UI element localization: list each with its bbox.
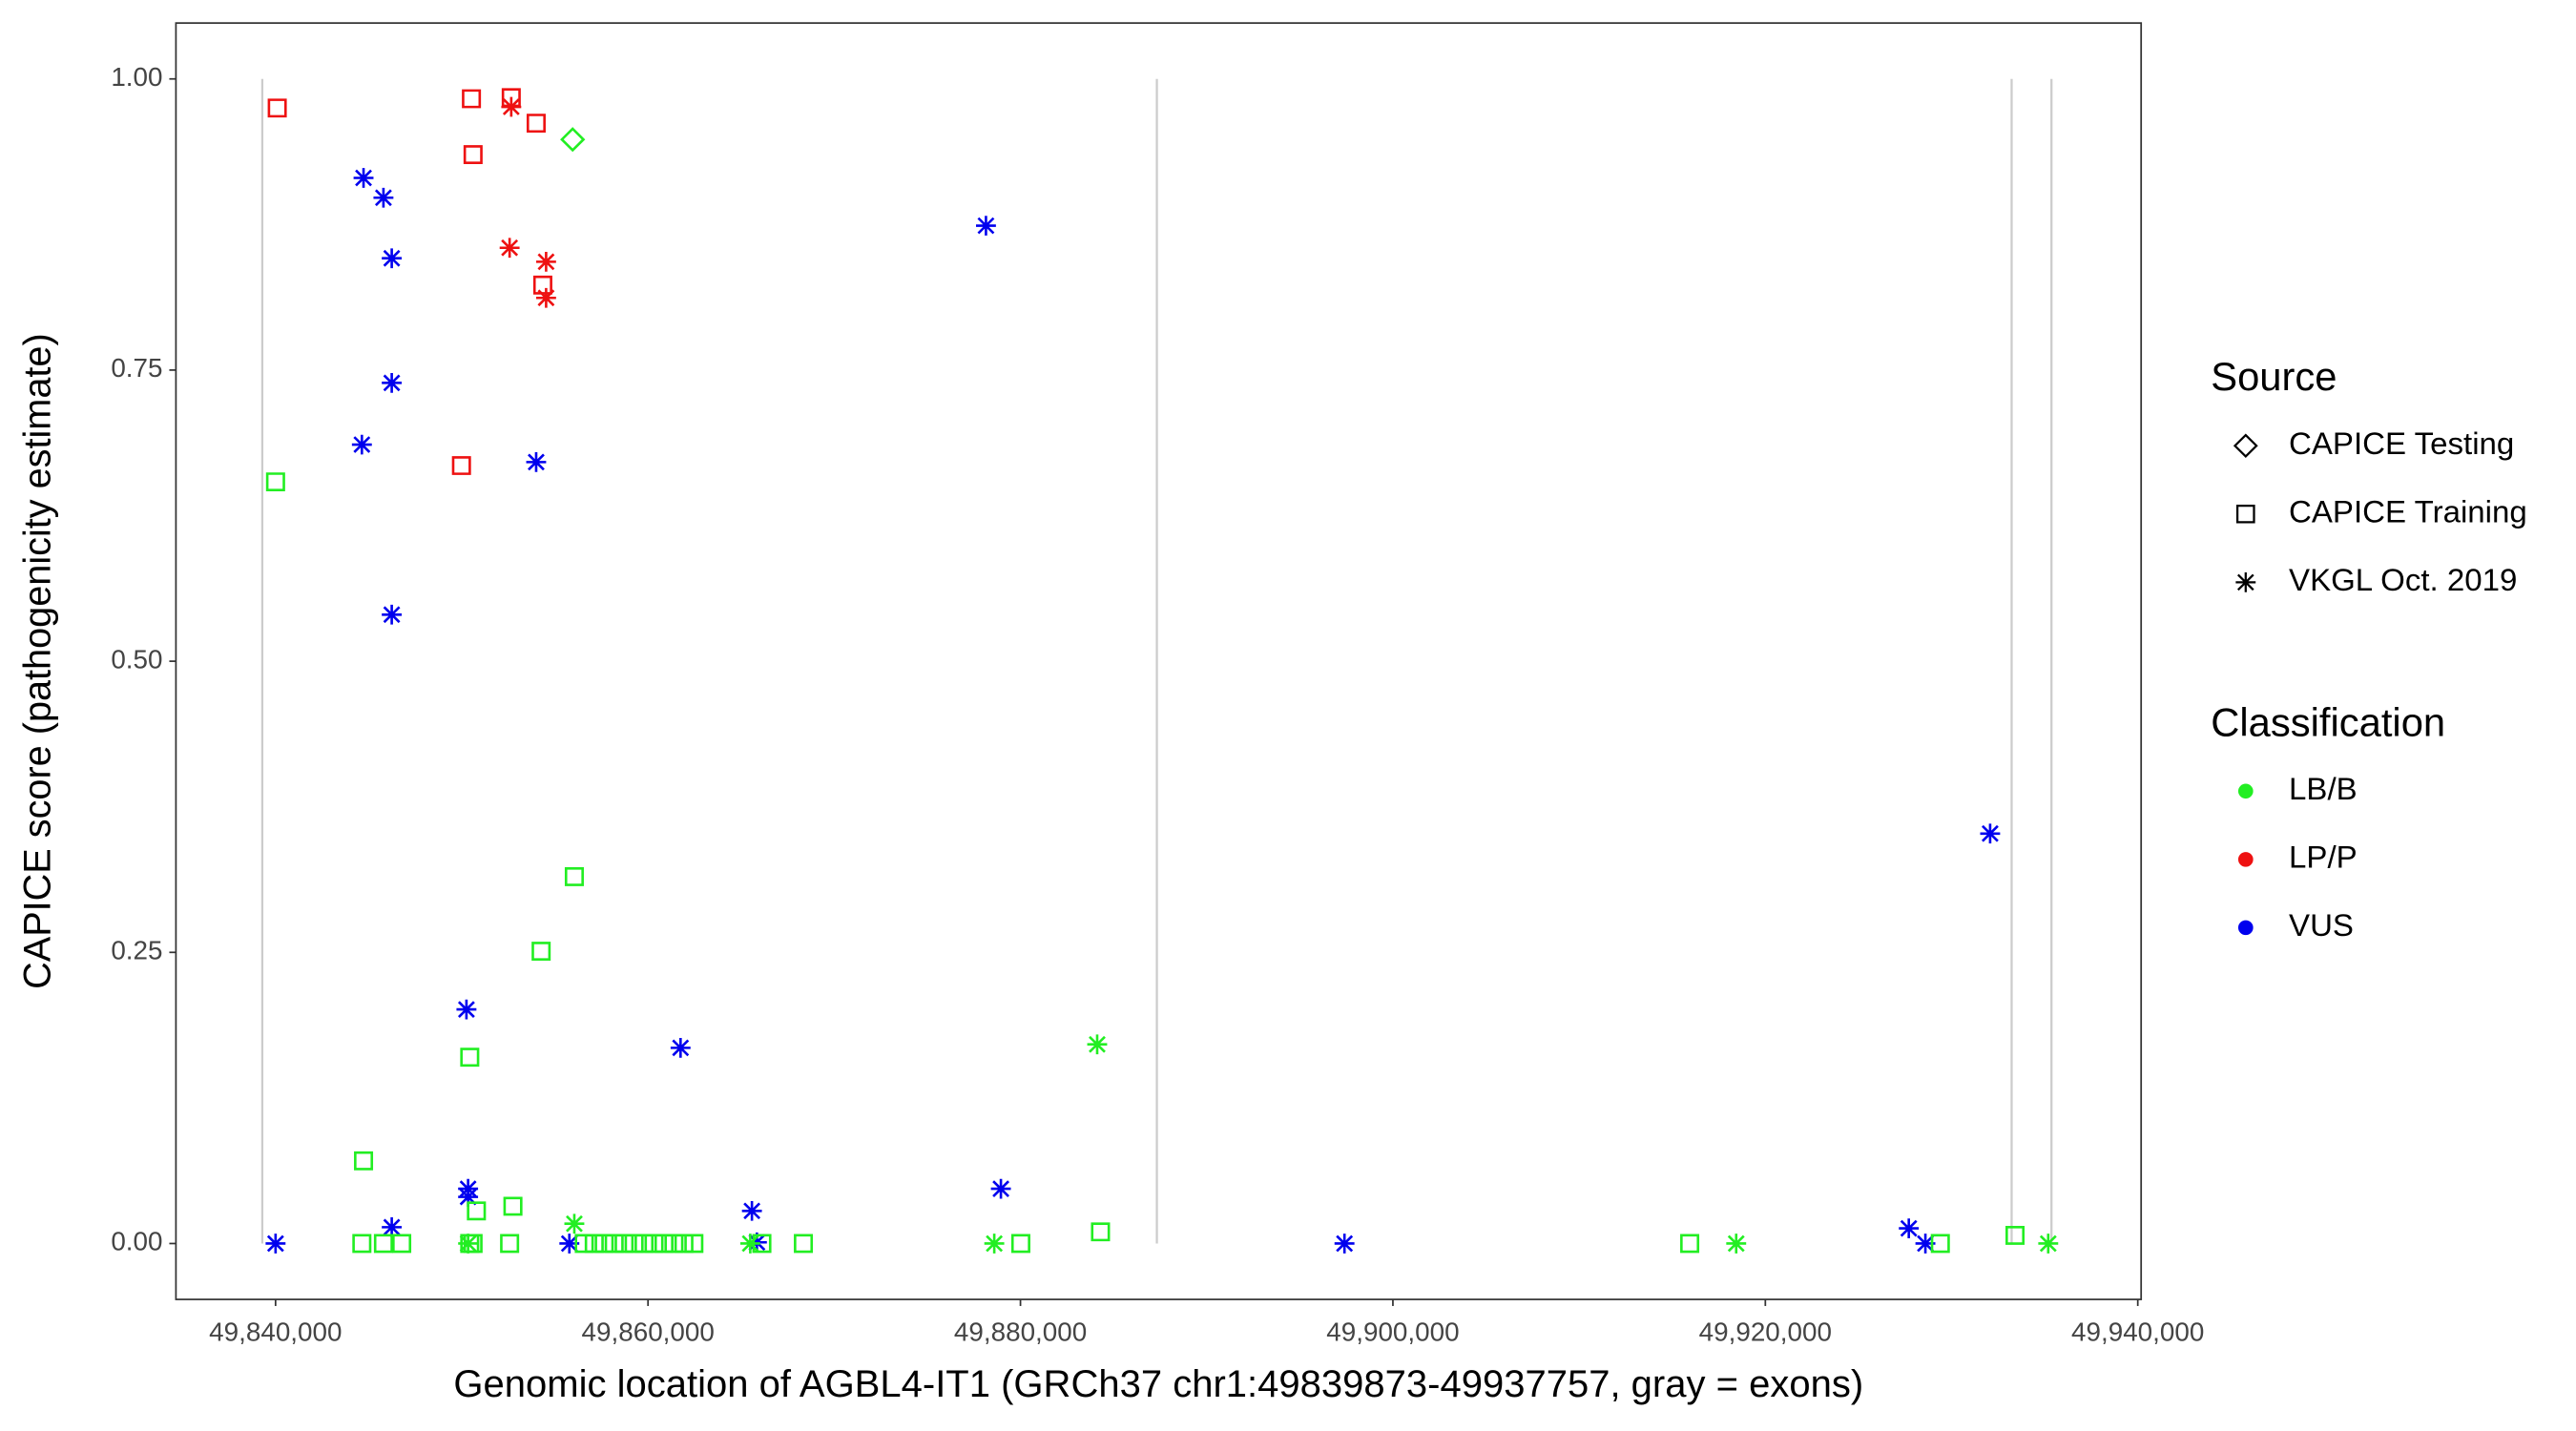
point: [456, 999, 477, 1020]
x-tick-label: 49,920,000: [1699, 1317, 1832, 1347]
plot-border: [175, 22, 2143, 1300]
y-tick-label: 0.75: [111, 353, 162, 383]
legend-symbol: [2235, 572, 2256, 592]
x-tick-label: 49,860,000: [582, 1317, 715, 1347]
point: [267, 98, 287, 118]
point: [975, 216, 996, 236]
point: [794, 1234, 814, 1254]
point: [560, 127, 586, 153]
point: [1726, 1234, 1747, 1254]
point: [451, 456, 471, 475]
y-axis-title: CAPICE score (pathogenicity estimate): [16, 333, 58, 989]
point: [670, 1038, 691, 1058]
point: [535, 252, 556, 272]
point: [1334, 1234, 1355, 1254]
point: [526, 452, 547, 472]
point: [1930, 1234, 1950, 1254]
point: [373, 1234, 393, 1254]
point: [382, 373, 403, 393]
point: [353, 168, 374, 188]
x-tick-label: 49,940,000: [2071, 1317, 2204, 1347]
point: [2005, 1226, 2025, 1245]
point: [1010, 1234, 1030, 1254]
point: [1087, 1034, 1108, 1055]
legend-label: LP/P: [2289, 840, 2358, 875]
point: [564, 867, 584, 886]
point: [382, 248, 403, 269]
point: [458, 1187, 479, 1207]
legend-title: Classification: [2211, 699, 2445, 744]
legend-symbol: [2235, 505, 2255, 524]
legend-symbol: [2233, 433, 2258, 459]
point: [500, 1234, 520, 1254]
point: [392, 1234, 412, 1254]
legend-title: Source: [2211, 354, 2337, 399]
x-tick-label: 49,840,000: [209, 1317, 342, 1347]
point: [382, 1217, 403, 1237]
legend-label: LB/B: [2289, 771, 2358, 806]
point: [462, 89, 482, 109]
y-tick-label: 0.50: [111, 644, 162, 674]
point: [564, 1213, 585, 1234]
point: [535, 287, 556, 308]
point: [265, 1234, 286, 1254]
point: [460, 1047, 480, 1068]
point: [559, 1234, 580, 1254]
point: [984, 1234, 1005, 1254]
point: [463, 145, 483, 164]
x-tick-label: 49,880,000: [954, 1317, 1087, 1347]
legend-symbol: [2237, 852, 2254, 867]
point: [2038, 1234, 2059, 1254]
y-tick-label: 0.25: [111, 936, 162, 965]
legend-label: VUS: [2289, 907, 2354, 943]
point: [467, 1201, 487, 1221]
point: [354, 1151, 374, 1171]
point: [684, 1234, 704, 1254]
legend-label: VKGL Oct. 2019: [2289, 562, 2517, 597]
y-tick-label: 0.00: [111, 1227, 162, 1256]
point: [458, 1234, 479, 1254]
point: [1899, 1218, 1920, 1238]
point: [382, 604, 403, 625]
y-tick-label: 1.00: [111, 62, 162, 92]
point: [503, 1196, 523, 1216]
legend-symbol: [2237, 783, 2254, 799]
x-axis-title: Genomic location of AGBL4-IT1 (GRCh37 ch…: [453, 1363, 1863, 1405]
point: [352, 1234, 372, 1254]
point: [499, 238, 520, 259]
x-tick-label: 49,900,000: [1326, 1317, 1459, 1347]
point: [990, 1178, 1011, 1199]
point: [531, 942, 551, 961]
point: [1680, 1234, 1700, 1254]
point: [1091, 1222, 1111, 1242]
point: [1915, 1234, 1936, 1254]
legend-label: CAPICE Training: [2289, 494, 2527, 529]
point: [373, 187, 394, 208]
point: [741, 1200, 762, 1221]
point: [501, 96, 522, 117]
point: [739, 1234, 760, 1254]
point: [351, 434, 372, 455]
legend-label: CAPICE Testing: [2289, 425, 2514, 461]
legend-symbol: [2237, 920, 2254, 936]
point: [265, 472, 285, 492]
point: [1980, 823, 2001, 844]
point: [526, 114, 546, 134]
